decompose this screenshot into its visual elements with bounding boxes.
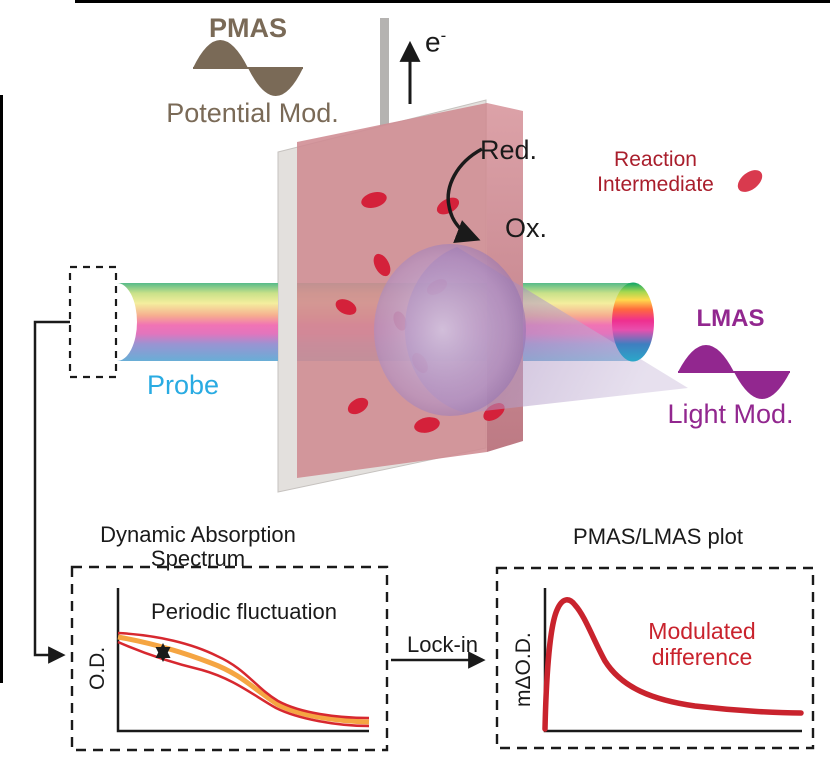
left-plot-axes — [116, 588, 369, 733]
reaction-intermediate-line1: Reaction — [614, 148, 697, 171]
electron-symbol: e — [425, 26, 441, 58]
modulated-difference-line1: Modulated — [648, 618, 756, 644]
reaction-intermediate-line2: Intermediate — [597, 173, 714, 196]
left-plot-y-axis-label: O.D. — [86, 646, 109, 690]
pmas-title: PMAS — [208, 13, 287, 43]
lmas-wave-negative-lobe — [734, 372, 790, 399]
intermediate-dot — [414, 417, 440, 433]
right-plot-y-axis-label: mΔO.D. — [512, 632, 535, 707]
probe-beam-left — [117, 283, 278, 361]
left-plot-mean-curve — [117, 634, 370, 725]
electron-charge: - — [440, 26, 447, 45]
lmas-wave-positive-lobe — [678, 345, 734, 372]
right-plot-dashed-box — [495, 566, 815, 750]
modulated-difference-label: Modulated difference — [628, 618, 776, 670]
intermediate-dot — [335, 299, 357, 315]
left-plot-upper-envelope — [117, 631, 370, 720]
potential-mod-label: Potential Mod. — [166, 98, 339, 128]
electron-label: e- — [425, 26, 447, 58]
periodic-fluctuation-label: Periodic fluctuation — [151, 599, 337, 624]
intermediate-dot — [373, 253, 391, 277]
lmas-title: LMAS — [696, 305, 765, 332]
figure-border-top — [75, 0, 830, 3]
intermediate-legend-dot — [737, 170, 763, 192]
light-cone-opening — [374, 244, 526, 416]
intermediate-dot — [361, 192, 387, 208]
modulated-difference-line2: difference — [651, 644, 753, 670]
light-mod-label: Light Mod. — [667, 399, 794, 429]
right-plot-title: PMAS/LMAS plot — [573, 524, 743, 549]
red-label: Red. — [480, 135, 538, 165]
probe-label: Probe — [146, 370, 220, 400]
reaction-intermediate-label: Reaction Intermediate — [583, 147, 728, 197]
ox-label: Ox. — [505, 213, 548, 243]
probe-dashed-box — [68, 265, 118, 379]
left-plot-dashed-box — [70, 565, 389, 752]
left-plot-lower-envelope — [117, 640, 370, 728]
pmas-wave-positive-lobe — [193, 40, 248, 68]
probe-to-plot-connector — [33, 320, 70, 664]
probe-beam-end-cap — [612, 282, 654, 362]
pmas-wave-negative-lobe — [248, 68, 303, 96]
figure-border-left — [0, 95, 3, 683]
electrode-rod — [380, 18, 389, 130]
right-plot-curve — [542, 597, 804, 732]
intermediate-dot — [347, 397, 369, 415]
lockin-label: Lock-in — [407, 632, 478, 657]
left-plot-title: Dynamic Absorption Spectrum — [100, 522, 296, 572]
redox-arrow — [446, 147, 483, 243]
